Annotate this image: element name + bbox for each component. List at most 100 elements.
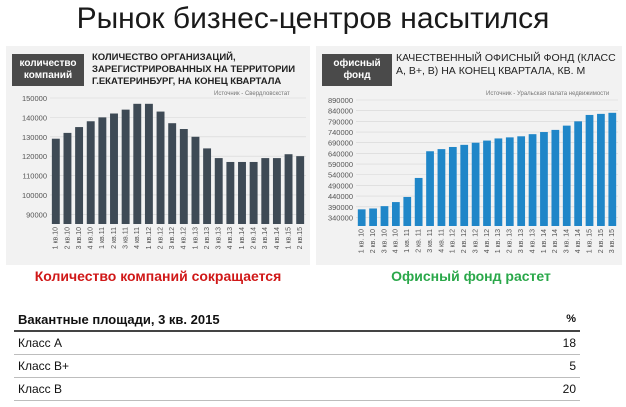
x-tick-label: 1 кв. 12 <box>450 229 457 253</box>
vacancy-unit: % <box>527 308 580 332</box>
y-tick-label: 890000 <box>328 96 353 105</box>
bar <box>380 206 389 226</box>
x-tick-label: 1 кв. 10 <box>359 229 366 253</box>
x-tick-label: 4 кв.10 <box>88 227 95 249</box>
bar <box>261 158 270 224</box>
x-tick-label: 2 кв. 10 <box>370 229 377 253</box>
company-chart-source: Источник - Свердловскстат <box>214 91 290 97</box>
bar <box>517 136 526 226</box>
x-tick-label: 1 кв. 15 <box>586 229 593 253</box>
x-tick-label: 1 кв.13 <box>192 227 199 249</box>
bar <box>437 149 446 226</box>
bar <box>156 111 165 224</box>
x-tick-label: 2 кв.14 <box>250 227 257 249</box>
x-tick-label: 2 кв.10 <box>64 227 71 249</box>
x-tick-label: 1 кв.15 <box>285 227 292 249</box>
bar <box>414 177 423 226</box>
office-stock-chart: 890000 790000 690000 590000 490000 390000 8400… <box>328 96 618 253</box>
y-tick-label: 390000 <box>328 203 353 212</box>
vacancy-value: 20 <box>527 377 580 401</box>
bar <box>357 209 366 226</box>
x-tick-label: 2 кв.13 <box>204 227 211 249</box>
bar <box>551 129 560 226</box>
bar <box>249 161 258 224</box>
x-tick-label: 2 кв.12 <box>157 227 164 249</box>
vacancy-value: 5 <box>527 354 580 378</box>
x-tick-label: 3 кв. 15 <box>609 229 616 253</box>
bar <box>540 132 548 226</box>
bar <box>597 113 605 226</box>
x-tick-label: 2 кв. 15 <box>598 229 605 253</box>
x-tick-label: 4 кв.14 <box>274 227 281 249</box>
company-trend-caption: Количество компаний сокращается <box>34 268 282 284</box>
bar <box>426 151 434 226</box>
y-tick-label: 590000 <box>328 160 353 169</box>
table-row: Класс В 20 <box>14 377 580 401</box>
y-tick-label: 440000 <box>328 192 353 201</box>
bar <box>471 142 480 226</box>
x-tick-label: 3 кв. 14 <box>564 229 571 253</box>
bar <box>562 125 571 226</box>
bar <box>121 109 130 224</box>
x-tick-label: 4 кв. 11 <box>438 229 445 253</box>
bar <box>63 132 72 224</box>
y-tick-label: 640000 <box>328 149 353 158</box>
office-stock-tag: офисный фонд <box>322 54 392 86</box>
office-chart-source: Источник - Уральская палата недвижимости <box>486 91 610 97</box>
x-tick-label: 2 кв. 12 <box>461 229 468 253</box>
x-tick-label: 3 кв.13 <box>216 227 223 249</box>
x-tick-label: 4 кв. 12 <box>484 229 491 253</box>
vacancy-value: 18 <box>527 331 580 355</box>
x-tick-label: 1 кв. 14 <box>541 229 548 253</box>
y-tick-label: 140000 <box>22 113 47 122</box>
bar <box>110 113 118 224</box>
x-tick-label: 4 кв.12 <box>181 227 188 249</box>
y-tick-label: 100000 <box>22 191 47 200</box>
x-tick-label: 1 кв.10 <box>53 227 60 249</box>
bar <box>238 161 246 224</box>
x-tick-label: 1 кв.11 <box>99 227 106 249</box>
bar <box>528 134 537 226</box>
y-tick-label: 740000 <box>328 128 353 137</box>
x-tick-label: 3 кв.12 <box>169 227 176 249</box>
y-tick-label: 150000 <box>22 94 47 103</box>
office-chart-title: КАЧЕСТВЕННЫЙ ОФИСНЫЙ ФОНД (КЛАСС А, В+, … <box>396 52 616 77</box>
x-tick-label: 4 кв.13 <box>227 227 234 249</box>
y-tick-label: 130000 <box>22 133 47 142</box>
bar <box>483 140 491 226</box>
bar <box>133 103 142 224</box>
company-chart-title: КОЛИЧЕСТВО ОРГАНИЗАЦИЙ, ЗАРЕГИСТРИРОВАНН… <box>92 52 296 87</box>
bar <box>608 112 617 226</box>
bar <box>494 138 503 226</box>
bar <box>284 154 293 224</box>
x-tick-label: 3 кв. 12 <box>472 229 479 253</box>
slide-title: Рынок бизнес-центров насытился <box>76 2 550 35</box>
y-tick-label: 120000 <box>22 152 47 161</box>
x-tick-label: 3 кв. 11 <box>427 229 434 253</box>
bar <box>214 158 223 224</box>
y-tick-label: 790000 <box>328 117 353 126</box>
x-tick-label: 3 кв. 13 <box>518 229 525 253</box>
x-tick-label: 2 кв.11 <box>111 227 118 249</box>
bar <box>505 137 514 226</box>
x-tick-label: 4 кв. 14 <box>575 229 582 253</box>
bar <box>391 202 400 226</box>
company-count-tag: количество компаний <box>12 54 84 86</box>
vacancy-table-title: Вакантные площади, 3 кв. 2015 <box>14 308 528 332</box>
x-tick-label: 4 кв.11 <box>134 227 141 249</box>
bar <box>272 158 281 224</box>
x-tick-label: 1 кв.14 <box>239 227 246 249</box>
x-tick-label: 4 кв. 13 <box>529 229 536 253</box>
x-tick-label: 3 кв.14 <box>262 227 269 249</box>
bar <box>98 117 107 224</box>
vacancy-table-header: Вакантные площади, 3 кв. 2015 % <box>14 308 580 332</box>
bar <box>296 156 305 224</box>
office-stock-panel: офисный фонд КАЧЕСТВЕННЫЙ ОФИСНЫЙ ФОНД (… <box>316 46 622 265</box>
bar <box>203 148 212 224</box>
bar <box>191 136 200 224</box>
x-tick-label: 1 кв.12 <box>146 227 153 249</box>
y-tick-label: 110000 <box>23 172 47 181</box>
bar <box>574 121 583 226</box>
class-label: Класс А <box>14 331 528 355</box>
x-tick-label: 3 кв.11 <box>122 227 129 249</box>
